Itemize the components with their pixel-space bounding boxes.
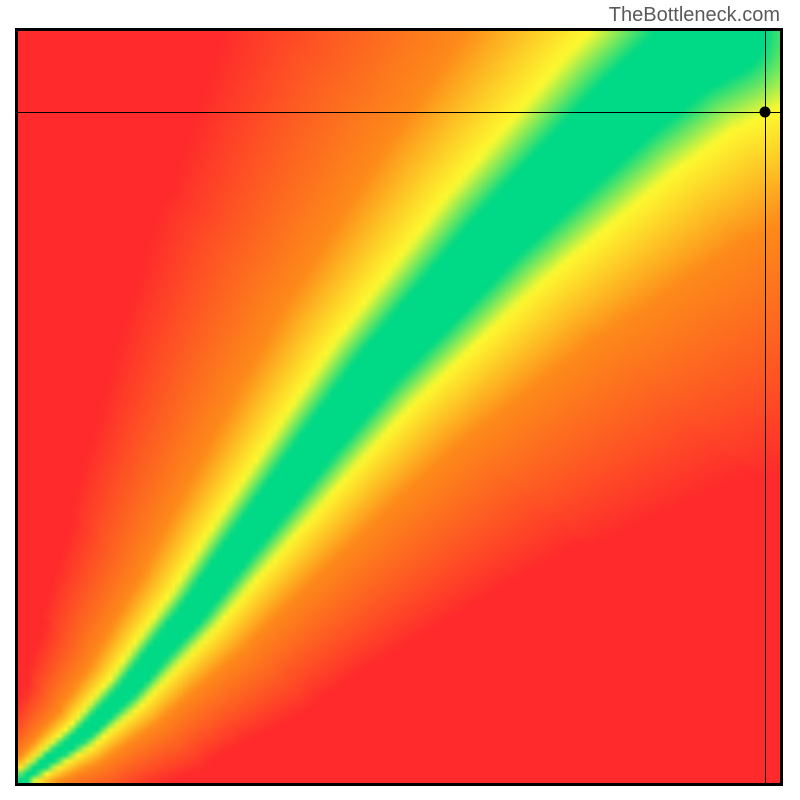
chart-container: TheBottleneck.com bbox=[0, 0, 800, 800]
selection-marker-icon bbox=[760, 107, 771, 118]
watermark-text: TheBottleneck.com bbox=[609, 4, 780, 27]
heatmap-frame bbox=[15, 28, 783, 786]
crosshair-vertical bbox=[765, 31, 766, 783]
crosshair-horizontal bbox=[18, 112, 780, 113]
bottleneck-heatmap bbox=[18, 31, 780, 783]
